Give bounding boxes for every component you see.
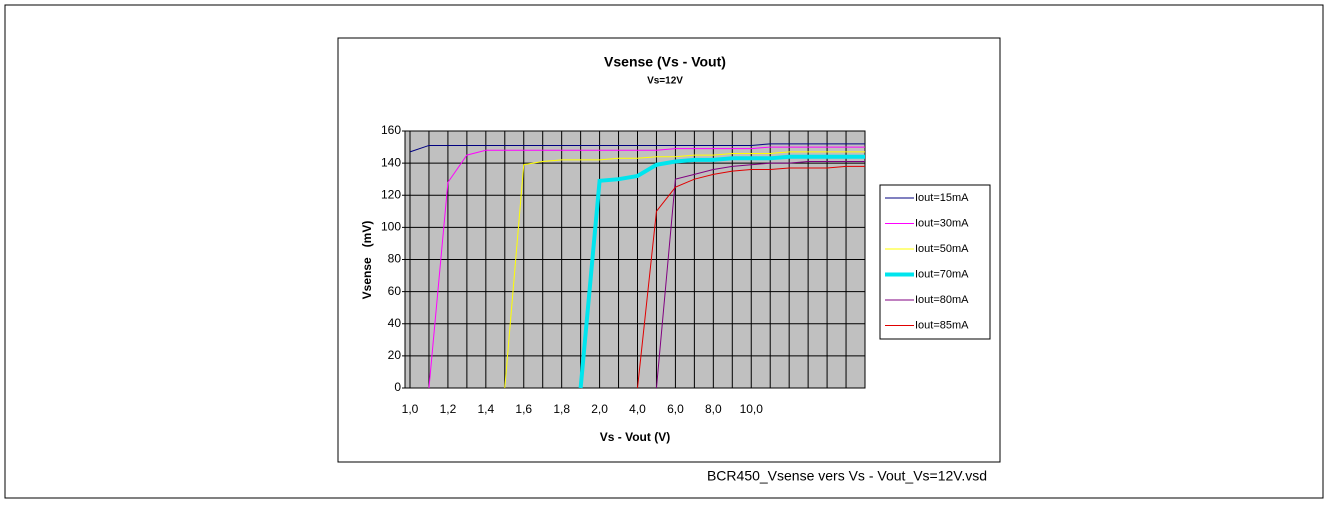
legend-box [879,184,991,340]
series-line [578,154,865,389]
x-axis-label: Vs - Vout (V) [600,430,670,444]
y-tick-label: 100 [381,220,401,234]
x-tick-label: 6,0 [667,402,684,416]
x-tick-label: 10,0 [740,402,764,416]
x-tick-label: 2,0 [591,402,608,416]
series-line [637,165,865,389]
y-tick-label: 140 [381,155,401,169]
series-line [655,161,865,389]
x-tick-label: 8,0 [705,402,722,416]
chart-title: Vsense (Vs - Vout) [604,54,726,70]
x-tick-label: 1,6 [515,402,532,416]
x-tick-label: 1,2 [440,402,457,416]
y-tick-label: 60 [388,284,402,298]
y-tick-label: 40 [388,316,402,330]
series-line [409,143,865,153]
chart-subtitle: Vs=12V [647,76,683,87]
series-line [428,146,865,389]
x-tick-label: 1,4 [477,402,494,416]
legend-label: Iout=85mA [915,319,969,331]
y-tick-label: 160 [381,123,401,137]
y-tick-label: 0 [394,380,401,394]
footer: BCR450_Vsense vers Vs - Vout_Vs=12V.vsd [707,468,987,484]
x-tick-label: 1,8 [553,402,570,416]
y-tick-label: 20 [388,348,402,362]
y-axis-label: Vsense (mV) [360,221,374,300]
legend-label: Iout=50mA [915,243,969,255]
series-line [504,151,865,389]
x-tick-label: 4,0 [629,402,646,416]
legend-label: Iout=80mA [915,294,969,306]
legend-label: Iout=15mA [915,192,969,204]
legend-label: Iout=70mA [915,268,969,280]
x-tick-label: 1,0 [402,402,419,416]
legend-label: Iout=30mA [915,217,969,229]
y-tick-label: 120 [381,187,401,201]
y-tick-label: 80 [388,252,402,266]
